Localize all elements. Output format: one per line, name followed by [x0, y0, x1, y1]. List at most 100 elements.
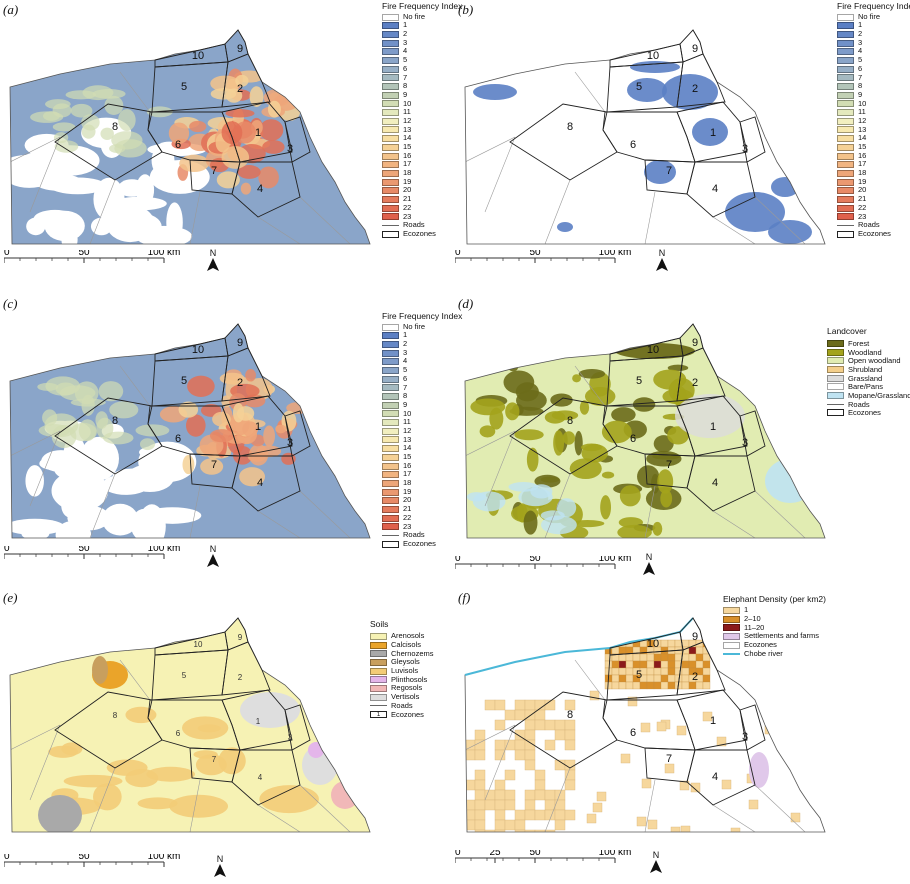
legend-swatch	[723, 650, 740, 657]
legend-item: 20	[837, 186, 910, 195]
legend-item: 20	[382, 496, 462, 505]
north-label: N	[209, 248, 217, 258]
ecozone-label: 6	[630, 433, 636, 445]
legend-label: 22	[403, 512, 412, 522]
legend-label: Calcisols	[391, 640, 422, 650]
legend-item: Grassland	[827, 374, 910, 383]
north-arrow: N	[642, 552, 656, 576]
ecozone-label: 5	[636, 669, 642, 681]
ecozone-label: 1	[255, 421, 261, 433]
legend-swatch	[837, 222, 854, 229]
legend-item: 23	[837, 212, 910, 222]
legend-swatch	[827, 357, 844, 365]
panel-a: 10 9 5 2 1 3 4 7 6 8 (a) Fire Frequency Index No f…	[0, 0, 462, 294]
legend-item: 11–20	[723, 623, 826, 632]
legend-item: 23	[382, 522, 462, 532]
legend-label: 13	[403, 434, 412, 444]
ecozone-label: 7	[211, 165, 217, 177]
ecozone-2	[221, 347, 271, 402]
legend-label: Ecozones	[744, 640, 777, 650]
legend-swatch	[827, 383, 844, 391]
legend-label: 7	[858, 72, 863, 82]
legend-item: 21	[382, 194, 462, 204]
north-label: N	[216, 854, 224, 864]
legend-label: Grassland	[848, 373, 883, 383]
legend-swatch	[837, 143, 854, 151]
legend-swatch	[382, 135, 399, 143]
legend-ecozones: Ecozones	[382, 229, 462, 239]
panel-label: (e)	[3, 590, 18, 605]
ecozone-label: 3	[288, 733, 293, 742]
north-label: N	[209, 544, 217, 554]
legend-swatch	[382, 340, 399, 348]
legend-item: 21	[837, 194, 910, 204]
legend-item: 2	[382, 29, 462, 39]
ecozone-label: 3	[742, 437, 748, 449]
legend-item: 18	[382, 168, 462, 178]
legend-swatch	[723, 624, 740, 632]
legend-swatch	[382, 427, 399, 435]
legend-swatch	[827, 374, 844, 382]
legend-label: 12	[403, 425, 412, 435]
legend-label: 7	[403, 382, 408, 392]
legend-item: 13	[382, 434, 462, 445]
legend-swatch	[382, 204, 399, 212]
legend-item: Woodland	[827, 348, 910, 357]
legend-swatch	[370, 693, 387, 701]
scale-label: 0	[455, 556, 461, 564]
scale-label: 100 km	[148, 546, 181, 554]
legend-label: 11–20	[744, 622, 765, 632]
panel-f: 10 9 5 2 1 3 4 7 6 8 (f) Elephant Density (per km…	[455, 588, 910, 882]
panel-e: 10 9 5 2 1 3 4 7 6 8 (e) Soils Arenosols Calcisols C…	[0, 588, 455, 882]
ecozone-9	[679, 29, 704, 63]
ecozone-label: 6	[630, 727, 636, 739]
legend-item: Arenosols	[370, 631, 434, 641]
fire-legend: Fire Frequency Index No fire 1 2 3 4 5 6 7 8 9 10 11…	[837, 2, 910, 239]
legend-item: 17	[382, 470, 462, 479]
legend-swatch	[382, 91, 399, 99]
legend-item: 3	[382, 348, 462, 358]
legend-swatch	[723, 615, 740, 623]
ecozone-label: 7	[666, 459, 672, 471]
ecozone-9	[679, 617, 704, 651]
ecozone-label: 4	[258, 773, 263, 782]
ecozone-label: 9	[692, 337, 698, 349]
fire-legend: Fire Frequency Index No fire 1 2 3 4 5 6 7 8 9 10 11…	[382, 312, 462, 549]
legend-item: 10	[382, 99, 462, 109]
legend-label: Ecozones	[848, 408, 881, 418]
fire-legend: Fire Frequency Index No fire 1 2 3 4 5 6 7 8 9 10 11…	[382, 2, 462, 239]
ecozone-label: 9	[238, 633, 243, 642]
ecozone-label: 2	[692, 671, 698, 683]
panel-d: 10 9 5 2 1 3 4 7 6 8 (d) Landcover Forest Woodland O…	[455, 294, 910, 588]
legend-swatch	[837, 48, 854, 56]
legend-swatch	[382, 488, 399, 496]
legend-swatch	[837, 74, 854, 82]
legend-item: 9	[837, 90, 910, 100]
legend-item: 1	[723, 605, 826, 615]
legend-label: Chobe river	[744, 648, 783, 658]
legend-swatch	[382, 83, 399, 91]
legend-title: Elephant Density (per km2)	[723, 594, 826, 604]
ecozone-label: 1	[256, 717, 261, 726]
landcover-legend: Landcover Forest Woodland Open woodland Shru…	[827, 326, 910, 417]
legend-item: 7	[837, 72, 910, 83]
ecozone-label: 7	[211, 459, 217, 471]
legend-label: 11	[858, 107, 866, 117]
ecozone-label: 6	[175, 433, 181, 445]
legend-item: 2	[837, 29, 910, 39]
legend-swatch	[837, 152, 854, 160]
legend-swatch	[382, 222, 399, 229]
legend-item: 6	[382, 373, 462, 384]
fire-map-a: 10 9 5 2 1 3 4 7 6 8	[9, 29, 371, 245]
ecozone-label: 6	[176, 729, 181, 738]
legend-item: Regosols	[370, 683, 434, 693]
ecozone-8	[509, 691, 618, 769]
legend-item: 20	[382, 186, 462, 195]
legend-item: 3	[382, 38, 462, 48]
legend-label: 19	[403, 486, 412, 496]
legend-label: 6	[403, 373, 408, 383]
ecozone-label: 6	[175, 139, 181, 151]
legend-swatch	[827, 401, 844, 408]
scale-label: 50	[78, 854, 90, 862]
ecozone-label: 3	[742, 731, 748, 743]
